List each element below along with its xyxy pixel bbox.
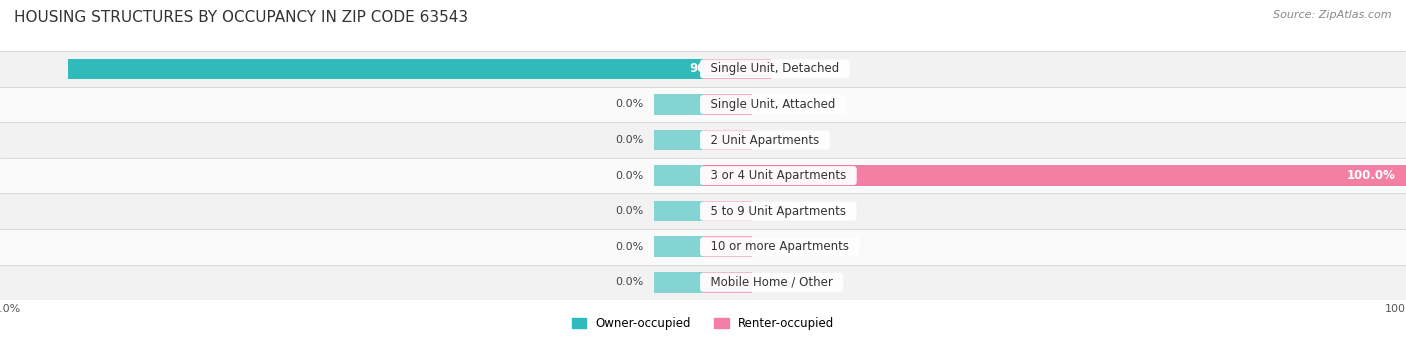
Text: 0.0%: 0.0% [762, 242, 792, 252]
Bar [654, 94, 703, 115]
Bar [654, 201, 703, 222]
Text: 0.0%: 0.0% [614, 135, 644, 145]
Bar [703, 272, 752, 293]
Text: 0.0%: 0.0% [614, 277, 644, 287]
Bar [0, 265, 703, 300]
Text: 5 to 9 Unit Apartments: 5 to 9 Unit Apartments [703, 205, 853, 218]
Bar [0, 229, 703, 265]
Text: 3 or 4 Unit Apartments: 3 or 4 Unit Apartments [703, 169, 853, 182]
Bar [654, 236, 703, 257]
Text: Mobile Home / Other: Mobile Home / Other [703, 276, 841, 289]
Text: Single Unit, Detached: Single Unit, Detached [703, 62, 846, 75]
Bar [654, 165, 703, 186]
Legend: Owner-occupied, Renter-occupied: Owner-occupied, Renter-occupied [567, 313, 839, 335]
Bar [703, 158, 1406, 193]
Text: 10 or more Apartments: 10 or more Apartments [703, 240, 856, 253]
Text: 0.0%: 0.0% [614, 100, 644, 109]
Bar [0, 87, 703, 122]
Text: 2 Unit Apartments: 2 Unit Apartments [703, 134, 827, 147]
Bar [703, 51, 1406, 87]
Text: 0.0%: 0.0% [614, 242, 644, 252]
Bar [0, 158, 703, 193]
Bar [703, 122, 1406, 158]
Text: Single Unit, Attached: Single Unit, Attached [703, 98, 842, 111]
Bar [703, 265, 1406, 300]
Text: 0.0%: 0.0% [762, 100, 792, 109]
Bar [703, 94, 752, 115]
Text: Source: ZipAtlas.com: Source: ZipAtlas.com [1274, 10, 1392, 20]
Text: 0.0%: 0.0% [762, 135, 792, 145]
Text: 0.0%: 0.0% [614, 206, 644, 216]
Text: 0.0%: 0.0% [614, 170, 644, 181]
Text: 90.3%: 90.3% [689, 62, 730, 75]
Text: 9.7%: 9.7% [728, 62, 761, 75]
Text: 0.0%: 0.0% [762, 206, 792, 216]
Bar [703, 236, 752, 257]
Bar [703, 165, 1406, 186]
Bar [654, 59, 703, 79]
Bar [0, 51, 703, 87]
Bar [0, 122, 703, 158]
Bar [0, 193, 703, 229]
Bar [703, 165, 752, 186]
Text: HOUSING STRUCTURES BY OCCUPANCY IN ZIP CODE 63543: HOUSING STRUCTURES BY OCCUPANCY IN ZIP C… [14, 10, 468, 25]
Bar [703, 229, 1406, 265]
Bar [703, 193, 1406, 229]
Bar [654, 130, 703, 150]
Bar [69, 59, 703, 79]
Bar [654, 272, 703, 293]
Text: 100.0%: 100.0% [1347, 169, 1395, 182]
Bar [703, 59, 752, 79]
Bar [703, 59, 772, 79]
Text: 0.0%: 0.0% [762, 277, 792, 287]
Bar [703, 201, 752, 222]
Bar [703, 130, 752, 150]
Bar [703, 87, 1406, 122]
